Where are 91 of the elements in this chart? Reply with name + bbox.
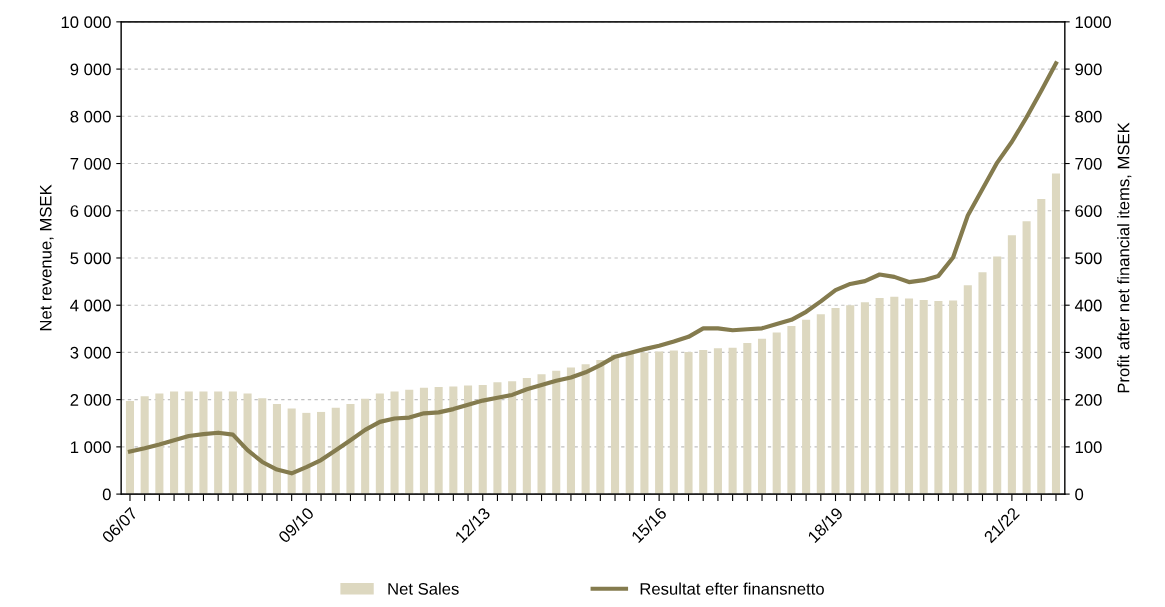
- bar: [317, 411, 326, 495]
- bar: [272, 403, 282, 495]
- bar: [184, 391, 193, 495]
- bar: [610, 354, 620, 495]
- bar: [860, 302, 869, 495]
- bar: [508, 381, 517, 495]
- bar: [346, 403, 355, 495]
- bar: [713, 348, 722, 495]
- bar: [537, 374, 546, 495]
- legend-label: Net Sales: [388, 582, 459, 595]
- bar: [640, 352, 649, 495]
- bar: [890, 296, 899, 495]
- bar: [949, 300, 958, 495]
- bar: [140, 396, 149, 495]
- bar: [125, 401, 135, 495]
- bar: [684, 351, 693, 495]
- bar: [1037, 198, 1046, 495]
- bar: [993, 256, 1002, 495]
- bar: [522, 377, 531, 495]
- bar: [434, 386, 443, 495]
- bar: [170, 391, 179, 495]
- bar: [699, 350, 708, 495]
- bar: [199, 391, 208, 495]
- bar: [419, 387, 428, 495]
- y-tick-label: 3 000: [70, 346, 111, 359]
- bar: [493, 382, 502, 495]
- y-tick-label: 8 000: [70, 110, 111, 123]
- bar: [743, 342, 752, 495]
- y-tick-label: 2 000: [70, 394, 111, 406]
- bar: [757, 338, 767, 495]
- bar: [287, 408, 296, 495]
- y-tick-label: 1 000: [71, 441, 111, 454]
- y-axis-title: Net revenue, MSEK: [39, 184, 54, 331]
- y2-tick-label: 200: [1075, 394, 1102, 406]
- y2-tick-label: 600: [1075, 205, 1102, 217]
- y-tick-label: 10 000: [61, 16, 111, 29]
- bar: [919, 300, 928, 495]
- bar: [831, 308, 840, 495]
- line-series: [127, 61, 1059, 476]
- bar: [449, 386, 458, 495]
- bar: [963, 285, 972, 495]
- y2-tick-label: 900: [1075, 63, 1102, 76]
- bar: [846, 305, 855, 495]
- y-tick-label: 9 000: [70, 63, 111, 76]
- y2-tick-label: 1000: [1075, 16, 1111, 29]
- bar: [772, 332, 781, 495]
- y-tick-label: 6 000: [70, 205, 111, 217]
- y-tick-label: 0: [102, 488, 111, 501]
- bar: [228, 391, 237, 495]
- bar: [802, 319, 811, 495]
- bar: [581, 364, 590, 495]
- bar: [155, 393, 164, 495]
- bar: [978, 272, 987, 495]
- y-tick-label: 4 000: [70, 299, 111, 312]
- y2-tick-label: 100: [1075, 441, 1102, 454]
- bar: [596, 359, 605, 495]
- bar: [934, 300, 943, 495]
- bar: [1051, 173, 1061, 495]
- bar: [390, 391, 399, 495]
- bar: [625, 352, 634, 495]
- bar: [302, 412, 311, 495]
- y2-tick-label: 800: [1075, 110, 1102, 123]
- bar: [669, 350, 678, 495]
- bar: [728, 347, 737, 495]
- bar: [787, 325, 796, 495]
- bar: [331, 407, 340, 495]
- bar: [258, 398, 267, 495]
- bar: [1007, 235, 1016, 495]
- bar: [655, 351, 664, 495]
- bar: [875, 298, 884, 495]
- bar: [552, 370, 561, 495]
- y2-tick-label: 400: [1074, 299, 1102, 312]
- bar: [566, 367, 575, 495]
- bar: [375, 393, 384, 495]
- bar: [464, 385, 473, 495]
- y2-tick-label: 300: [1075, 346, 1102, 359]
- y2-tick-label: 500: [1075, 252, 1102, 265]
- y2-tick-label: 700: [1075, 157, 1102, 170]
- bar: [214, 391, 223, 495]
- y2-axis-title: Profit after net financial items, MSEK: [1117, 122, 1132, 393]
- bar: [1022, 221, 1031, 495]
- bar: [243, 393, 252, 495]
- bar: [405, 389, 414, 495]
- y-tick-label: 5 000: [70, 252, 111, 265]
- bar: [904, 298, 914, 495]
- y2-tick-label: 0: [1075, 488, 1084, 501]
- bar: [816, 314, 825, 495]
- bar: [478, 385, 487, 495]
- bar: [361, 398, 370, 495]
- legend-label: Resultat efter finansnetto: [640, 582, 824, 595]
- y-tick-label: 7 000: [70, 157, 111, 170]
